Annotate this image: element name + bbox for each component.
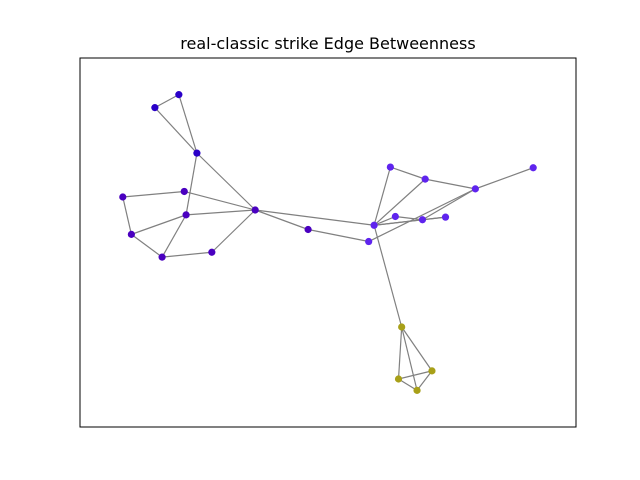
edge-13-14 [425, 178, 476, 190]
edge-11-16 [373, 215, 396, 226]
edge-6-7 [131, 214, 187, 235]
node-6 [182, 211, 190, 219]
node-22 [394, 375, 403, 383]
edge-0-2 [178, 94, 198, 154]
edge-5-7 [122, 196, 132, 235]
node-19 [365, 237, 373, 246]
node-17 [418, 216, 427, 224]
edge-2-3 [196, 152, 256, 211]
node-8 [158, 253, 166, 261]
node-0 [175, 91, 183, 99]
node-16 [391, 212, 399, 221]
edge-4-5 [122, 190, 185, 198]
node-5 [119, 193, 127, 201]
node-2 [193, 149, 201, 157]
edge-11-20 [373, 225, 403, 328]
chart-title: real-classic strike Edge Betweenness [180, 34, 475, 53]
edge-11-12 [373, 166, 391, 226]
node-10 [304, 225, 312, 234]
edge-16-17 [395, 215, 423, 221]
node-1 [151, 104, 159, 112]
edge-22-23 [398, 378, 418, 391]
edge-1-2 [154, 107, 198, 154]
node-23 [413, 386, 421, 394]
edge-14-19 [368, 188, 476, 243]
node-4 [180, 187, 188, 196]
node-14 [471, 185, 479, 193]
node-15 [529, 164, 537, 172]
node-18 [441, 213, 450, 221]
edge-20-22 [397, 326, 403, 380]
edge-6-3 [186, 209, 256, 216]
edge-21-23 [416, 370, 433, 391]
plot-frame [79, 57, 577, 428]
edge-10-19 [307, 228, 369, 243]
edge-8-9 [162, 251, 212, 258]
edge-20-23 [401, 326, 418, 391]
node-7 [127, 230, 135, 238]
edge-3-11 [255, 209, 375, 226]
node-9 [208, 248, 216, 256]
edge-2-6 [185, 153, 198, 215]
edge-20-21 [401, 326, 433, 372]
node-13 [421, 175, 429, 183]
edge-7-8 [131, 233, 163, 258]
edge-14-17 [422, 188, 476, 221]
node-3 [251, 206, 259, 214]
edge-11-13 [373, 178, 426, 226]
edge-21-22 [398, 370, 433, 380]
nodes-layer [119, 91, 537, 394]
edge-17-18 [422, 216, 446, 221]
node-21 [428, 367, 436, 375]
edge-4-3 [184, 190, 256, 211]
node-20 [398, 323, 406, 331]
edge-12-13 [390, 166, 426, 180]
edge-9-3 [211, 209, 256, 253]
node-12 [386, 163, 394, 171]
edge-3-10 [255, 209, 309, 231]
edges-layer [122, 94, 534, 391]
edge-6-8 [161, 214, 187, 258]
edge-0-1 [154, 94, 180, 109]
edge-14-15 [475, 167, 534, 190]
node-11 [370, 221, 378, 229]
